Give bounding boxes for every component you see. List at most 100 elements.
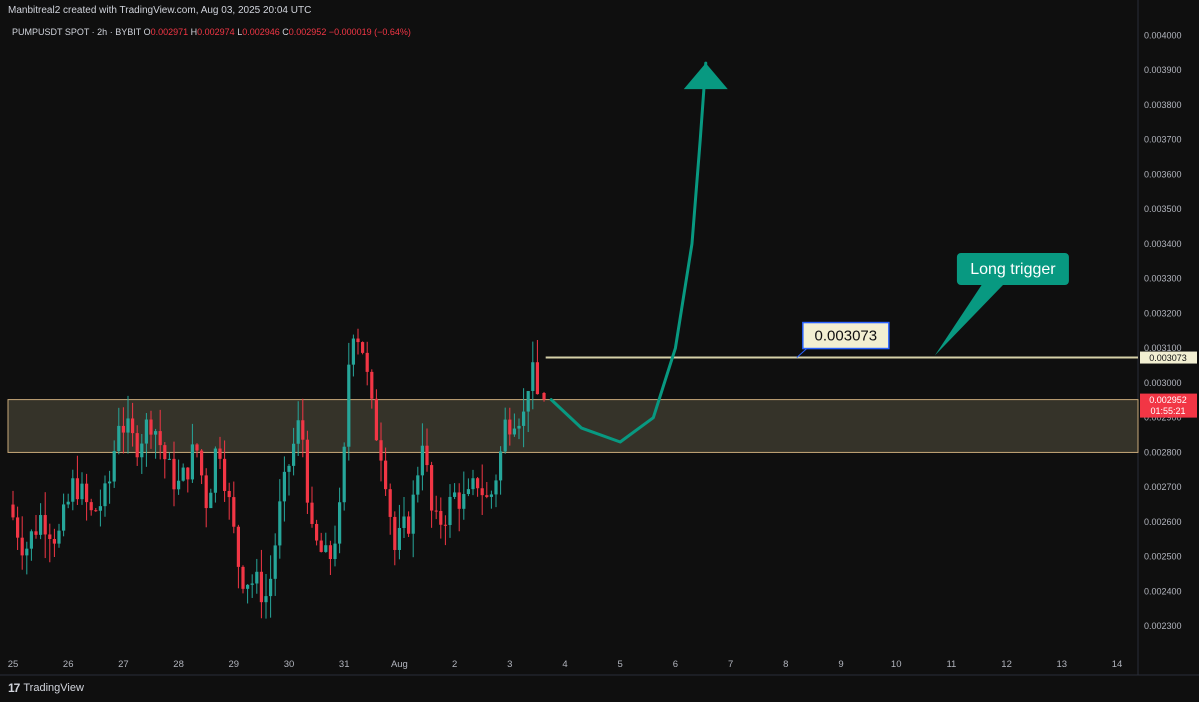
candle-body[interactable]: [25, 548, 29, 556]
candle-body[interactable]: [11, 504, 15, 518]
candle-body[interactable]: [324, 545, 328, 552]
candle-body[interactable]: [347, 364, 351, 447]
candle-body[interactable]: [471, 478, 475, 490]
candle-body[interactable]: [342, 446, 346, 503]
candle-body[interactable]: [94, 510, 98, 512]
candle-body[interactable]: [264, 596, 268, 603]
candle-body[interactable]: [512, 428, 516, 435]
candle-body[interactable]: [448, 496, 452, 526]
candle-body[interactable]: [66, 501, 70, 505]
candle-body[interactable]: [430, 465, 434, 511]
candle-body[interactable]: [503, 419, 507, 452]
candle-body[interactable]: [287, 465, 291, 472]
candle-body[interactable]: [80, 483, 84, 500]
candle-body[interactable]: [177, 480, 181, 490]
candle-body[interactable]: [232, 497, 236, 527]
candle-body[interactable]: [43, 515, 47, 535]
candle-body[interactable]: [315, 523, 319, 541]
candle-body[interactable]: [140, 443, 144, 458]
trigger-price-box[interactable]: [802, 321, 890, 350]
candle-body[interactable]: [227, 490, 231, 498]
candle-body[interactable]: [393, 516, 397, 550]
candle-body[interactable]: [71, 478, 75, 502]
candle-body[interactable]: [282, 471, 286, 502]
candle-body[interactable]: [135, 433, 139, 458]
candle-body[interactable]: [195, 444, 199, 451]
candle-body[interactable]: [476, 478, 480, 489]
candle-body[interactable]: [397, 527, 401, 550]
long-trigger-callout[interactable]: [956, 253, 1069, 285]
candle-body[interactable]: [218, 448, 222, 459]
candle-body[interactable]: [154, 431, 158, 435]
candle-body[interactable]: [20, 537, 24, 556]
candle-body[interactable]: [457, 492, 461, 509]
candle-body[interactable]: [131, 418, 135, 434]
candle-body[interactable]: [462, 494, 466, 509]
candle-body[interactable]: [508, 419, 512, 435]
candle-body[interactable]: [439, 510, 443, 525]
candle-body[interactable]: [411, 494, 415, 534]
candle-body[interactable]: [85, 483, 89, 503]
candle-body[interactable]: [443, 524, 447, 526]
candle-body[interactable]: [52, 539, 56, 544]
candle-body[interactable]: [209, 492, 213, 509]
candle-body[interactable]: [236, 526, 240, 567]
candle-body[interactable]: [388, 489, 392, 517]
candle-body[interactable]: [499, 451, 503, 481]
candle-body[interactable]: [250, 583, 254, 585]
candle-body[interactable]: [62, 504, 66, 531]
candle-body[interactable]: [246, 584, 250, 589]
symbol-name[interactable]: PUMPUSDT SPOT · 2h · BYBIT: [12, 27, 142, 37]
candle-body[interactable]: [425, 445, 429, 466]
candle-body[interactable]: [361, 342, 365, 353]
candle-body[interactable]: [34, 531, 38, 535]
footer-brand[interactable]: 17 TradingView: [8, 681, 84, 695]
candle-body[interactable]: [351, 338, 355, 365]
candle-body[interactable]: [163, 445, 167, 460]
candle-body[interactable]: [190, 444, 194, 480]
candle-body[interactable]: [223, 458, 227, 491]
candle-body[interactable]: [522, 411, 526, 426]
consolidation-zone[interactable]: [7, 399, 1139, 453]
candle-body[interactable]: [416, 475, 420, 495]
candle-body[interactable]: [485, 495, 489, 497]
candle-body[interactable]: [75, 478, 79, 500]
candle-body[interactable]: [48, 534, 52, 540]
candle-body[interactable]: [494, 480, 498, 495]
candle-body[interactable]: [126, 418, 130, 433]
candle-body[interactable]: [517, 425, 521, 429]
candle-body[interactable]: [489, 494, 493, 497]
candle-body[interactable]: [112, 451, 116, 482]
candle-body[interactable]: [466, 489, 470, 495]
candle-body[interactable]: [526, 391, 530, 412]
candle-body[interactable]: [39, 515, 43, 535]
candle-body[interactable]: [121, 425, 125, 433]
candle-body[interactable]: [379, 440, 383, 461]
candle-body[interactable]: [292, 443, 296, 466]
candle-body[interactable]: [305, 439, 309, 503]
candle-body[interactable]: [186, 467, 190, 480]
candle-body[interactable]: [480, 488, 484, 496]
candle-body[interactable]: [255, 571, 259, 584]
candle-body[interactable]: [149, 419, 153, 435]
candle-body[interactable]: [420, 445, 424, 476]
candle-body[interactable]: [301, 420, 305, 440]
candle-body[interactable]: [531, 362, 535, 392]
candle-body[interactable]: [374, 398, 378, 441]
candle-body[interactable]: [29, 531, 33, 549]
candle-body[interactable]: [172, 458, 176, 490]
candle-body[interactable]: [310, 502, 314, 524]
candle-body[interactable]: [338, 502, 342, 544]
candle-body[interactable]: [319, 540, 323, 552]
candle-body[interactable]: [296, 420, 300, 444]
candle-body[interactable]: [370, 371, 374, 399]
candle-body[interactable]: [89, 502, 93, 511]
candle-body[interactable]: [407, 516, 411, 534]
candle-body[interactable]: [273, 545, 277, 579]
candle-body[interactable]: [365, 352, 369, 372]
candle-body[interactable]: [103, 483, 107, 507]
candle-body[interactable]: [117, 425, 121, 452]
candle-body[interactable]: [384, 460, 388, 490]
candle-body[interactable]: [181, 467, 185, 481]
